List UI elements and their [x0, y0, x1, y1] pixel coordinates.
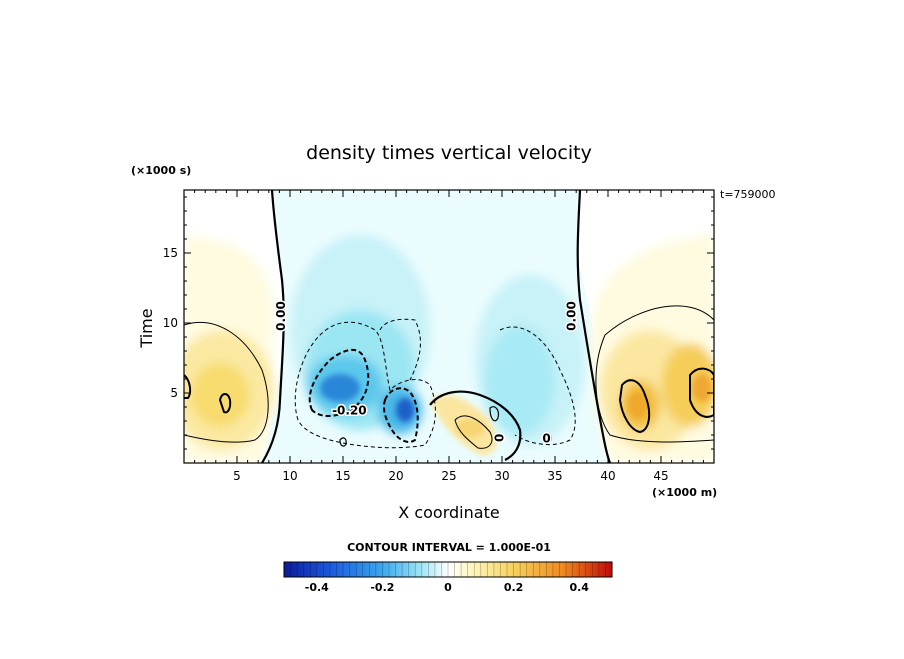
y-axis-title: Time [137, 308, 156, 348]
y-unit-label: (×1000 s) [131, 164, 191, 177]
x-tick-label: 30 [494, 469, 509, 483]
colorbar-tick-label: -0.4 [305, 581, 329, 594]
chart-title: density times vertical velocity [306, 142, 592, 164]
x-tick-label: 25 [441, 469, 456, 483]
x-axis: 5 10 15 20 25 30 35 40 45 [194, 190, 704, 483]
colorbar-axis: -0.4 -0.2 0 0.2 0.4 [305, 581, 590, 594]
shaded-field [184, 190, 714, 463]
contour-label-halo: 0 [542, 432, 550, 446]
x-tick-label: 45 [653, 469, 668, 483]
x-unit-label: (×1000 m) [652, 486, 717, 499]
x-tick-label: 40 [600, 469, 615, 483]
colorbar-tick-label: 0.2 [504, 581, 524, 594]
contour-label: 0 [542, 432, 550, 446]
colorbar-tick-label: 0.4 [569, 581, 589, 594]
y-tick-label: 15 [163, 246, 178, 260]
x-tick-label: 20 [388, 469, 403, 483]
x-tick-label: 5 [233, 469, 241, 483]
corner-time-label: t=759000 [720, 188, 776, 201]
contour-label: 0.00 [274, 301, 288, 331]
x-tick-label: 35 [547, 469, 562, 483]
colorbar-segments [290, 562, 606, 577]
contour-label: -0.20 [332, 404, 367, 418]
contour-interval-label: CONTOUR INTERVAL = 1.000E-01 [347, 541, 551, 554]
contour-label-halo: 0.00 [564, 301, 578, 331]
contour-label-halo: 0 [492, 434, 506, 442]
contour-label: 0.00 [564, 301, 578, 331]
x-axis-title: X coordinate [398, 503, 499, 522]
colorbar-tick-label: -0.2 [370, 581, 394, 594]
contour-label-halo: 0.00 [274, 301, 288, 331]
colorbar-tick-label: 0 [444, 581, 452, 594]
contour-label: 0 [492, 434, 506, 442]
y-tick-label: 10 [163, 316, 178, 330]
contour-label-halo: -0.20 [332, 404, 367, 418]
x-tick-label: 15 [335, 469, 350, 483]
y-axis: 5 10 15 [163, 196, 714, 450]
y-tick-label: 5 [170, 386, 178, 400]
x-tick-label: 10 [282, 469, 297, 483]
colorbar [283, 561, 613, 578]
